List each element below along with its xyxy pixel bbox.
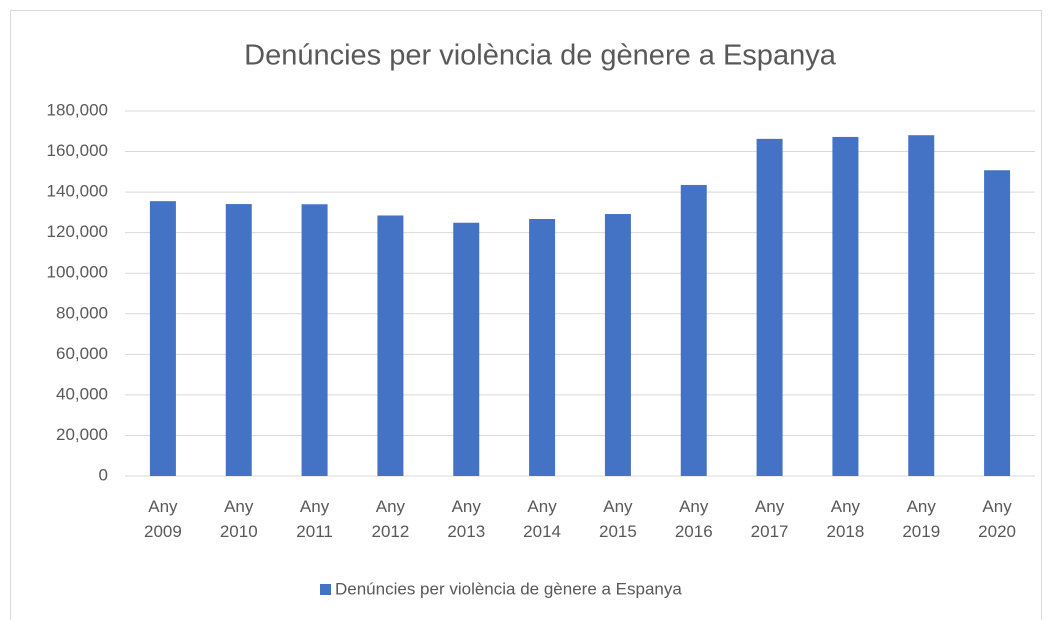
x-tick-label: Any 2017 xyxy=(750,497,789,541)
x-tick-label: Any 2019 xyxy=(902,497,941,541)
x-tick-label: Any 2018 xyxy=(826,497,865,541)
x-tick-label: Any 2009 xyxy=(143,497,182,541)
y-tick-label: 140,000 xyxy=(47,182,108,201)
x-tick-label: Any 2012 xyxy=(371,497,410,541)
y-tick-label: 80,000 xyxy=(56,303,108,322)
bar xyxy=(301,204,328,476)
y-tick-label: 100,000 xyxy=(47,263,108,282)
y-tick-label: 0 xyxy=(99,465,108,484)
legend-label: Denúncies per violència de gènere a Espa… xyxy=(335,579,682,598)
x-tick-label: Any 2020 xyxy=(978,497,1016,541)
x-tick-label: Any 2016 xyxy=(674,497,713,541)
x-tick-label: Any 2015 xyxy=(598,497,637,541)
bar xyxy=(832,136,859,477)
x-tick-label: Any 2010 xyxy=(219,497,258,541)
chart-border xyxy=(10,10,1042,620)
y-tick-label: 180,000 xyxy=(47,100,108,119)
legend-swatch xyxy=(320,584,331,595)
bar xyxy=(984,170,1011,477)
chart-title: Denúncies per violència de gènere a Espa… xyxy=(244,40,837,72)
bar xyxy=(149,201,176,476)
bar xyxy=(908,135,935,476)
x-tick-label: Any 2013 xyxy=(447,497,486,541)
y-tick-label: 120,000 xyxy=(47,222,108,241)
y-tick-label: 20,000 xyxy=(56,425,108,444)
x-tick-label: Any 2011 xyxy=(296,497,333,541)
bar xyxy=(604,214,631,476)
bar xyxy=(756,138,783,476)
bar xyxy=(225,204,252,476)
bar xyxy=(680,184,707,476)
y-tick-label: 40,000 xyxy=(56,384,108,403)
bar xyxy=(529,218,556,476)
y-tick-label: 60,000 xyxy=(56,344,108,363)
x-tick-label: Any 2014 xyxy=(523,497,561,541)
bar xyxy=(453,222,480,476)
bar xyxy=(377,215,404,477)
y-tick-label: 160,000 xyxy=(47,141,108,160)
